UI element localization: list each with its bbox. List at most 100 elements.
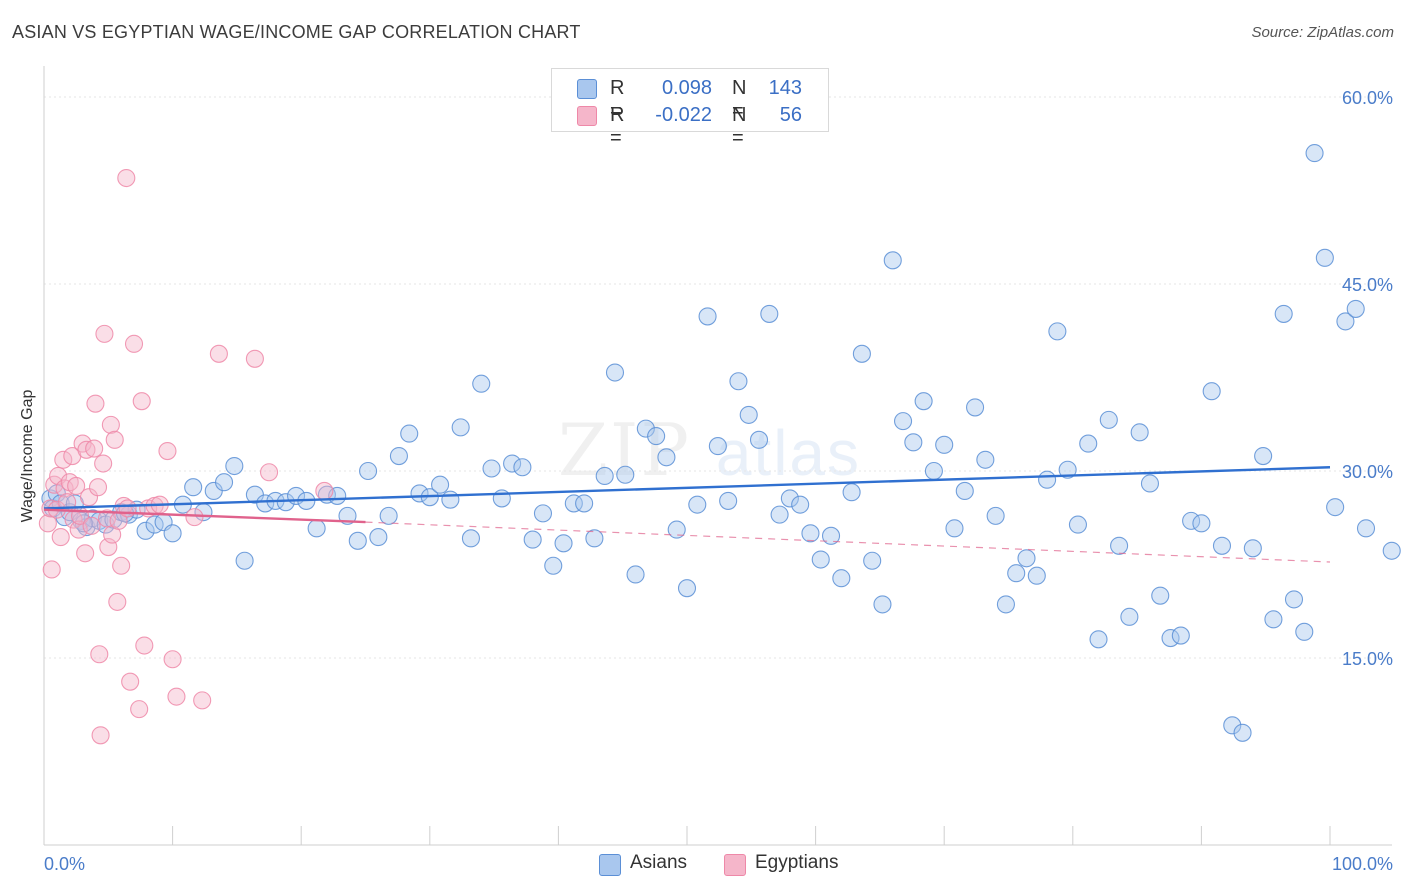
legend-label-asians: Asians — [630, 852, 688, 873]
point-asians — [214, 473, 234, 492]
point-egyptians — [51, 528, 70, 547]
point-asians — [698, 307, 717, 326]
point-asians — [966, 398, 985, 417]
point-asians — [749, 430, 769, 449]
point-asians — [461, 529, 481, 548]
point-egyptians — [209, 344, 228, 363]
point-asians — [472, 374, 491, 393]
point-asians — [533, 504, 553, 523]
point-asians — [1346, 299, 1365, 318]
point-asians — [307, 519, 326, 538]
point-egyptians — [163, 650, 182, 669]
point-asians — [389, 446, 408, 466]
point-asians — [986, 506, 1005, 525]
point-asians — [400, 424, 419, 443]
point-asians — [739, 405, 758, 424]
stats-swatch-asians — [577, 79, 597, 99]
point-asians — [1151, 586, 1170, 605]
point-asians — [554, 534, 573, 553]
point-egyptians — [79, 488, 99, 507]
point-asians — [811, 550, 830, 569]
point-egyptians — [86, 394, 105, 413]
point-asians — [719, 491, 738, 510]
point-asians — [883, 251, 902, 270]
point-egyptians — [67, 476, 86, 496]
point-asians — [616, 465, 635, 484]
source-credit: Source: ZipAtlas.com — [1251, 24, 1394, 41]
trendline-dashed-egyptians — [365, 521, 1331, 563]
point-egyptians — [124, 334, 144, 353]
point-asians — [935, 435, 954, 454]
point-egyptians — [88, 478, 108, 497]
point-asians — [667, 520, 686, 539]
point-asians — [852, 344, 871, 363]
point-asians — [626, 565, 645, 584]
point-egyptians — [38, 514, 57, 533]
stats-n-value: 56 — [779, 104, 802, 126]
point-asians — [780, 489, 799, 508]
x-tick-label: 100.0% — [1332, 854, 1393, 874]
point-asians — [1202, 382, 1221, 401]
point-asians — [1038, 470, 1057, 489]
point-egyptians — [193, 691, 212, 710]
point-egyptians — [85, 439, 104, 458]
point-egyptians — [95, 324, 114, 343]
chart-title: ASIAN VS EGYPTIAN WAGE/INCOME GAP CORREL… — [12, 22, 581, 42]
stats-n-label: N = — [732, 104, 747, 149]
point-asians — [945, 519, 964, 538]
point-asians — [1079, 434, 1098, 453]
point-asians — [1264, 610, 1283, 629]
point-asians — [1140, 474, 1160, 493]
point-asians — [1326, 498, 1345, 517]
point-asians — [955, 481, 974, 500]
point-asians — [1192, 514, 1211, 533]
point-asians — [585, 529, 604, 548]
point-asians — [873, 595, 892, 614]
point-egyptians — [101, 415, 120, 434]
point-asians — [431, 475, 450, 494]
point-asians — [523, 530, 542, 549]
point-egyptians — [108, 592, 127, 611]
stats-r-label: R = — [610, 77, 625, 122]
point-asians — [1356, 519, 1376, 538]
point-asians — [688, 495, 707, 514]
point-asians — [1058, 460, 1077, 479]
point-asians — [708, 437, 727, 456]
point-asians — [677, 579, 697, 598]
point-asians — [1007, 564, 1026, 583]
point-asians — [1295, 622, 1314, 641]
point-asians — [1336, 312, 1355, 331]
stats-n-label: N = — [732, 77, 747, 122]
point-egyptians — [76, 544, 95, 563]
point-asians — [904, 433, 923, 452]
point-asians — [1068, 515, 1087, 534]
point-asians — [1305, 144, 1324, 163]
point-asians — [1120, 607, 1139, 626]
point-asians — [136, 521, 155, 540]
point-asians — [791, 495, 810, 514]
y-tick-label: 60.0% — [1342, 88, 1393, 108]
point-asians — [1274, 304, 1293, 323]
point-egyptians — [82, 516, 101, 535]
point-asians — [1182, 511, 1201, 530]
point-egyptians — [42, 560, 61, 579]
point-asians — [575, 494, 594, 513]
point-asians — [842, 483, 861, 502]
point-asians — [1017, 549, 1036, 568]
point-egyptians — [54, 450, 73, 469]
point-egyptians — [45, 475, 64, 494]
point-asians — [770, 505, 789, 524]
point-asians — [914, 392, 933, 411]
stats-n-value: 143 — [768, 77, 802, 99]
point-asians — [369, 528, 388, 547]
point-asians — [482, 459, 501, 478]
point-egyptians — [117, 168, 136, 188]
point-egyptians — [135, 636, 154, 655]
point-asians — [863, 551, 882, 570]
point-asians — [657, 448, 676, 467]
point-egyptians — [97, 509, 117, 528]
point-asians — [184, 478, 203, 497]
point-egyptians — [121, 672, 140, 691]
point-asians — [1048, 322, 1067, 341]
